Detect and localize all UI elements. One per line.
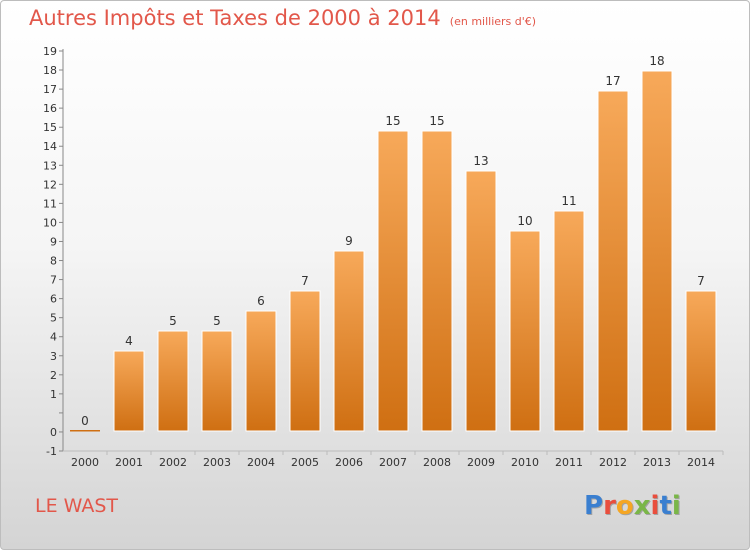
x-tick-label: 2011	[555, 456, 583, 469]
bar	[70, 430, 100, 432]
x-tick-label: 2001	[115, 456, 143, 469]
logo-letter: x	[633, 491, 651, 521]
bar	[421, 130, 453, 432]
bar	[465, 170, 497, 432]
data-label: 10	[517, 214, 532, 228]
x-tick-label: 2000	[71, 456, 99, 469]
data-label: 18	[649, 54, 664, 68]
title-row: Autres Impôts et Taxes de 2000 à 2014 (e…	[29, 6, 536, 30]
bar	[333, 250, 365, 432]
x-tick-label: 2002	[159, 456, 187, 469]
y-tick-label: 13	[43, 159, 57, 172]
logo-letter: i	[650, 491, 660, 521]
logo-letter: r	[603, 491, 616, 521]
data-label: 15	[385, 114, 400, 128]
y-tick-label: 14	[43, 140, 57, 153]
y-tick-label: 8	[50, 255, 57, 268]
y-tick-label: 11	[43, 197, 57, 210]
bar	[157, 330, 189, 432]
y-tick-label: 9	[50, 235, 57, 248]
bar	[289, 290, 321, 432]
x-tick-label: 2008	[423, 456, 451, 469]
y-tick-label: 0	[50, 426, 57, 439]
proxiti-logo: Proxiti	[584, 491, 681, 521]
x-tick-label: 2007	[379, 456, 407, 469]
commune-name: LE WAST	[35, 495, 119, 517]
y-tick-label: 2	[50, 369, 57, 382]
bar	[685, 290, 717, 432]
y-tick-label: -1	[46, 445, 57, 458]
y-tick-label: 16	[43, 102, 57, 115]
logo-letter: i	[671, 491, 681, 521]
bar	[113, 350, 145, 432]
y-tick-label: 19	[43, 45, 57, 58]
data-label: 5	[169, 314, 177, 328]
data-label: 6	[257, 294, 265, 308]
logo-letter: t	[659, 491, 672, 521]
data-label: 17	[605, 74, 620, 88]
y-tick-label: 5	[50, 312, 57, 325]
x-tick-label: 2005	[291, 456, 319, 469]
x-tick-label: 2004	[247, 456, 275, 469]
y-tick-label: 3	[50, 350, 57, 363]
bar	[201, 330, 233, 432]
bar	[641, 70, 673, 432]
y-tick-label: 4	[50, 331, 57, 344]
x-tick-label: 2014	[687, 456, 715, 469]
bar	[245, 310, 277, 432]
x-tick-label: 2006	[335, 456, 363, 469]
y-tick-label: 15	[43, 121, 57, 134]
data-label: 5	[213, 314, 221, 328]
data-label: 0	[81, 414, 89, 428]
x-tick-label: 2012	[599, 456, 627, 469]
y-tick-label: 6	[50, 293, 57, 306]
data-label: 15	[429, 114, 444, 128]
data-label: 9	[345, 234, 353, 248]
bar	[509, 230, 541, 432]
y-tick-label: 17	[43, 83, 57, 96]
data-label: 11	[561, 194, 576, 208]
bar	[597, 90, 629, 432]
data-label: 13	[473, 154, 488, 168]
bar	[377, 130, 409, 432]
x-tick-label: 2003	[203, 456, 231, 469]
x-tick-label: 2013	[643, 456, 671, 469]
logo-letter: o	[615, 491, 634, 521]
data-label: 7	[301, 274, 309, 288]
data-label: 4	[125, 334, 133, 348]
y-tick-label: 1	[50, 388, 57, 401]
y-tick-label: 18	[43, 64, 57, 77]
chart-title: Autres Impôts et Taxes de 2000 à 2014	[29, 6, 441, 30]
chart-unit: (en milliers d'€)	[449, 15, 537, 28]
y-tick-label: 7	[50, 274, 57, 287]
data-label: 7	[697, 274, 705, 288]
x-tick-label: 2009	[467, 456, 495, 469]
bar	[553, 210, 585, 432]
y-tick-label: 12	[43, 178, 57, 191]
y-tick-label: 10	[43, 216, 57, 229]
x-tick-label: 2010	[511, 456, 539, 469]
logo-letter: P	[584, 491, 604, 521]
